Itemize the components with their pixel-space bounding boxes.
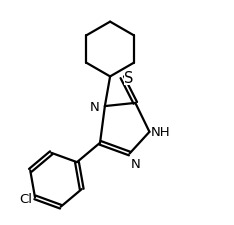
Text: S: S	[124, 70, 134, 85]
Text: NH: NH	[151, 126, 170, 139]
Text: N: N	[90, 100, 100, 113]
Text: N: N	[131, 157, 141, 170]
Text: Cl: Cl	[19, 192, 32, 205]
